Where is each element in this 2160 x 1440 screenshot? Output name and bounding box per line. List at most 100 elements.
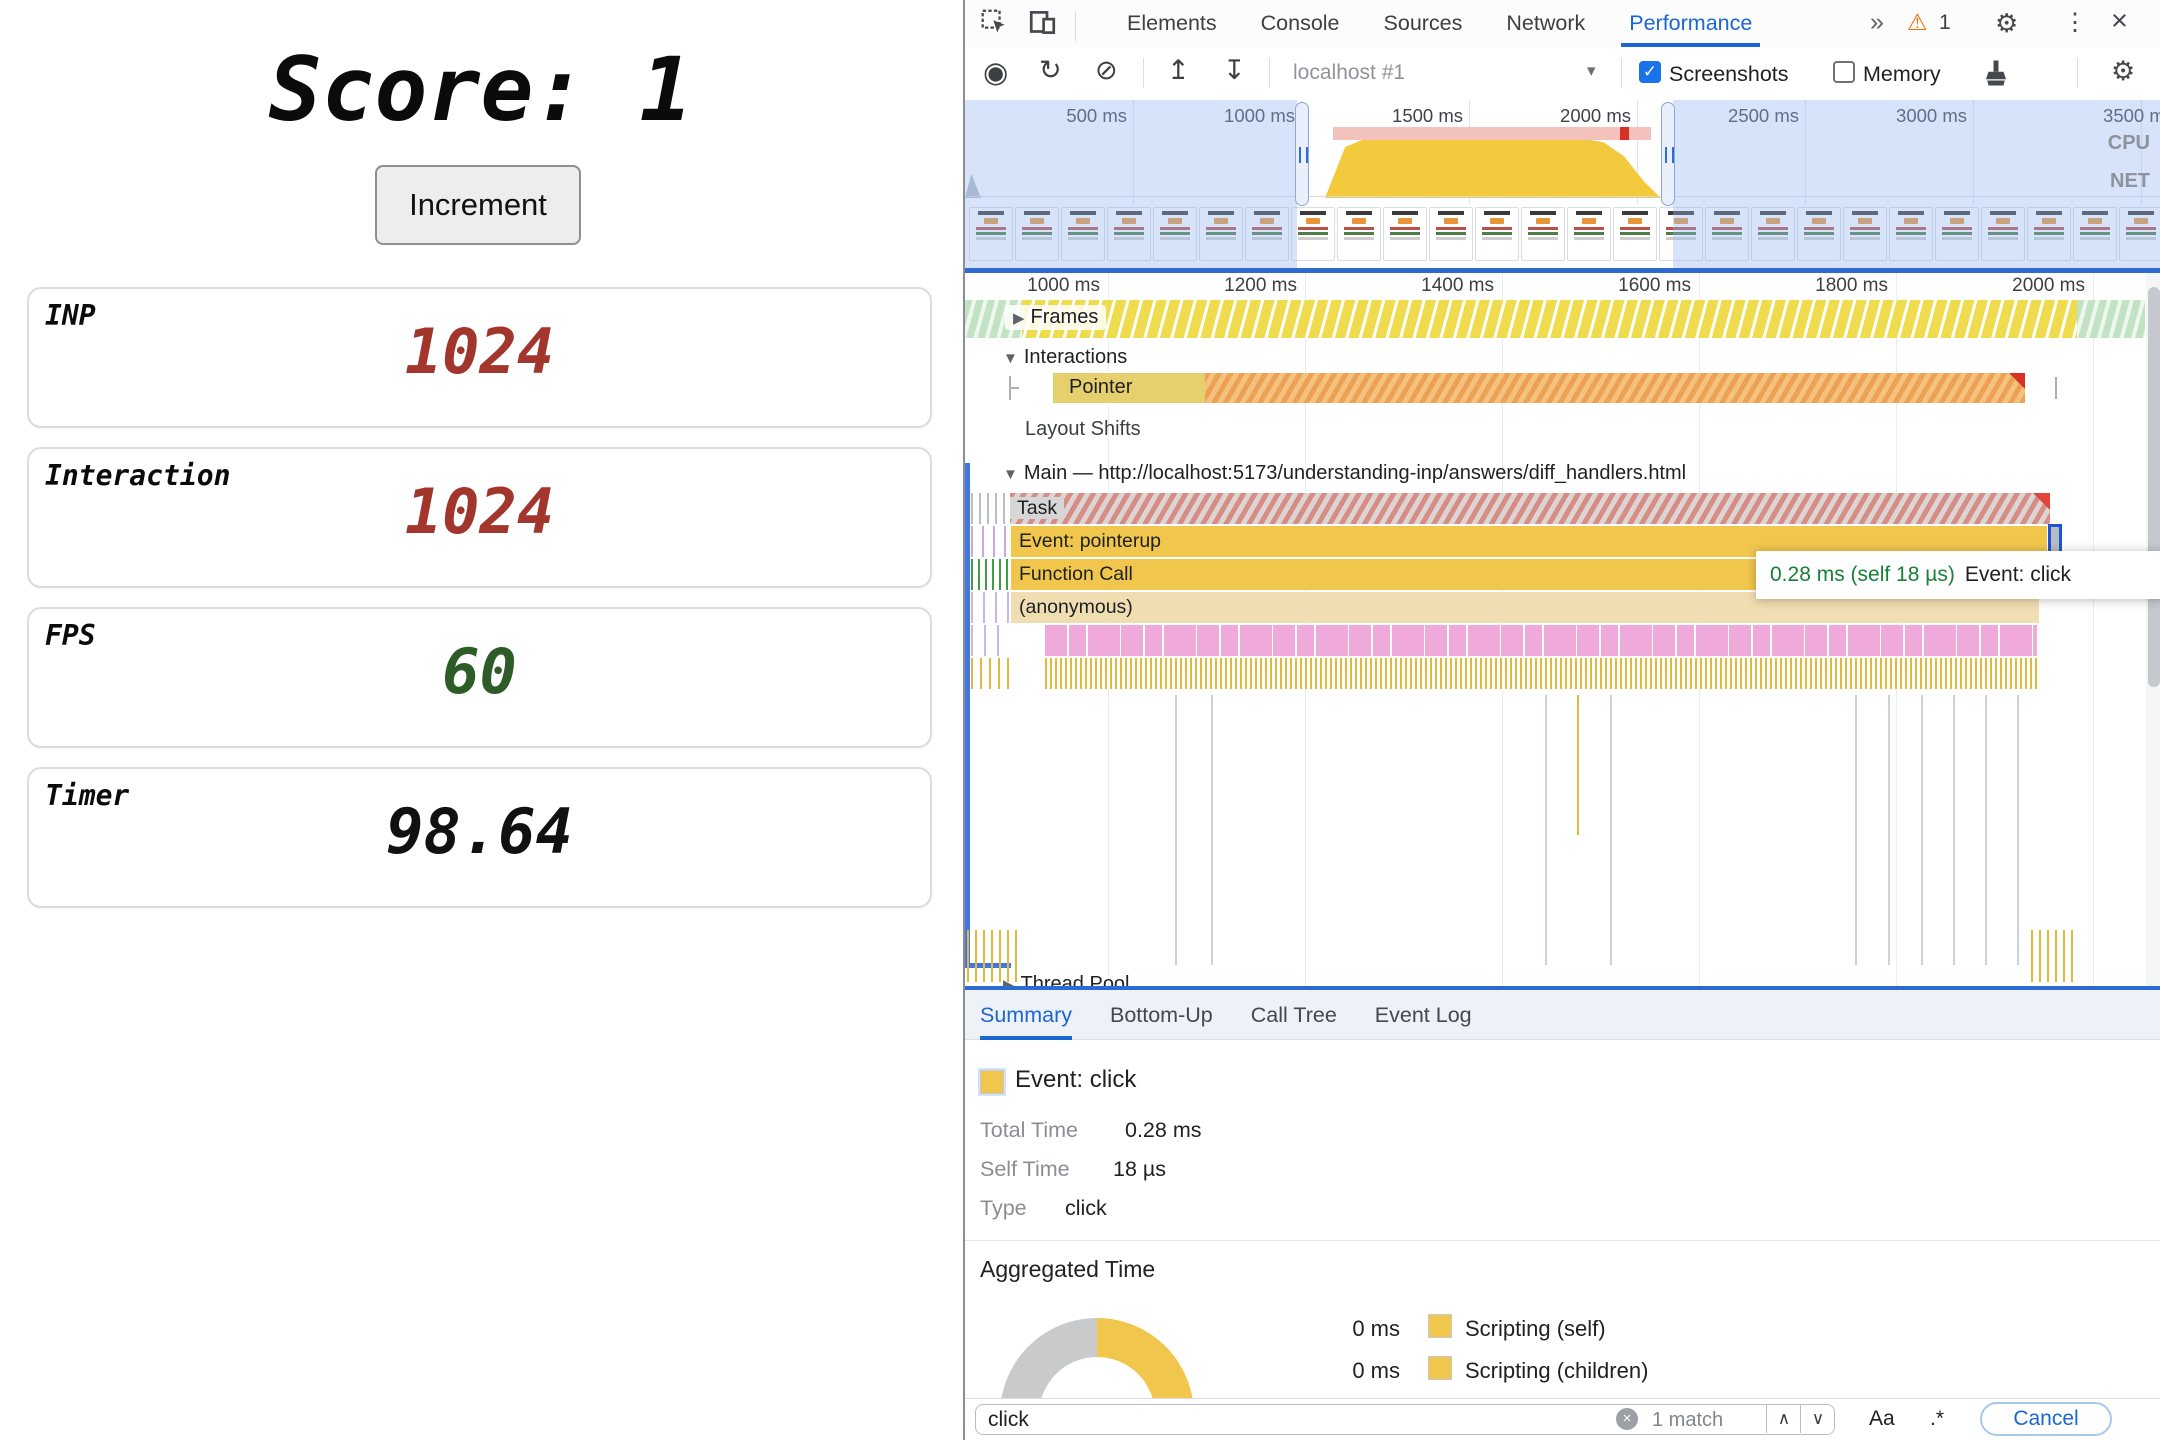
screenshot-thumbnail[interactable]	[1107, 207, 1151, 261]
increment-button[interactable]: Increment	[375, 165, 581, 245]
chevron-down-icon[interactable]: ▾	[1587, 61, 1596, 80]
inspect-icon[interactable]	[981, 9, 1008, 36]
garbage-collect-icon[interactable]	[1981, 57, 2011, 89]
cancel-button[interactable]: Cancel	[1980, 1402, 2112, 1436]
inp-value: 1024	[404, 315, 555, 388]
frames-band[interactable]	[1022, 300, 2077, 338]
overview-long-task-bar	[1333, 127, 1651, 140]
screenshot-thumbnail[interactable]	[1015, 207, 1059, 261]
timeline-overview[interactable]: 500 ms 1000 ms 1500 ms 2000 ms 2500 ms 3000 m…	[965, 100, 2160, 273]
screenshot-thumbnail[interactable]	[1153, 207, 1197, 261]
panel-splitter[interactable]	[965, 986, 2160, 991]
frames-track-label[interactable]: ▶ Frames	[1005, 305, 1107, 330]
screenshot-thumbnail[interactable]	[1429, 207, 1473, 261]
overview-tick-label: 1500 ms	[1392, 105, 1463, 126]
fps-card: FPS 60	[27, 607, 932, 748]
screenshot-thumbnail[interactable]	[1521, 207, 1565, 261]
tab-elements[interactable]: Elements	[1127, 11, 1217, 35]
previous-match-icon[interactable]: ∧	[1766, 1405, 1801, 1433]
screenshot-thumbnail[interactable]	[1889, 207, 1933, 261]
screenshot-thumbnail[interactable]	[1475, 207, 1519, 261]
screenshot-thumbnail[interactable]	[1935, 207, 1979, 261]
window-right-handle[interactable]	[1661, 102, 1675, 206]
main-track-label[interactable]: ▼ Main — http://localhost:5173/understand…	[1003, 462, 1687, 484]
screenshot-thumbnail[interactable]	[1797, 207, 1841, 261]
screenshot-thumbnail[interactable]	[969, 207, 1013, 261]
overview-tick-label: 3000 ms	[1896, 105, 1967, 126]
tab-performance[interactable]: Performance	[1607, 0, 1774, 47]
task-bar[interactable]: Task	[1010, 493, 2050, 524]
devtools-panel: Elements Console Sources Network Perform…	[963, 0, 2160, 1440]
search-input[interactable]: click	[988, 1408, 1029, 1431]
more-tabs-icon[interactable]: »	[1870, 8, 1884, 36]
flame-chart[interactable]: 1000 ms 1200 ms 1400 ms 1600 ms 1800 ms 2000 …	[965, 273, 2160, 986]
download-profile-icon[interactable]: ↧	[1223, 55, 1246, 85]
collapsed-triangle-icon[interactable]: ▶	[1013, 310, 1025, 327]
warning-icon[interactable]: ⚠	[1907, 9, 1928, 35]
clear-search-icon[interactable]: ×	[1616, 1408, 1638, 1430]
device-toolbar-icon[interactable]	[1029, 9, 1056, 36]
screenshot-thumbnail[interactable]	[1843, 207, 1887, 261]
screenshot-thumbnail[interactable]	[1199, 207, 1243, 261]
interactions-track-label[interactable]: ▼ Interactions	[1003, 346, 1128, 368]
tab-event-log[interactable]: Event Log	[1374, 1002, 1472, 1027]
tab-network[interactable]: Network	[1506, 11, 1586, 35]
screenshot-thumbnail[interactable]	[1659, 207, 1703, 261]
screenshot-thumbnail[interactable]	[1245, 207, 1289, 261]
screenshot-thumbnail[interactable]	[1291, 207, 1335, 261]
memory-label[interactable]: Memory	[1863, 62, 1941, 86]
kebab-menu-icon[interactable]: ⋮	[2063, 9, 2087, 36]
screenshots-label[interactable]: Screenshots	[1669, 62, 1789, 86]
screenshot-thumbnail[interactable]	[2027, 207, 2071, 261]
history-select[interactable]: localhost #1	[1293, 61, 1406, 84]
close-devtools-icon[interactable]: ×	[2111, 5, 2128, 37]
pointer-interaction-whisker[interactable]	[1205, 373, 2025, 403]
panel-tabs: Elements Console Sources Network Perform…	[1105, 0, 1774, 47]
memory-checkbox[interactable]	[1833, 61, 1855, 83]
screenshot-thumbnail[interactable]	[1981, 207, 2025, 261]
overview-dim-right	[1673, 100, 2160, 268]
screenshot-thumbnail[interactable]	[1383, 207, 1427, 261]
regex-toggle[interactable]: .*	[1930, 1407, 1945, 1430]
micro-events-row[interactable]	[1045, 658, 2037, 689]
screenshot-thumbnail[interactable]	[1751, 207, 1795, 261]
tab-call-tree[interactable]: Call Tree	[1250, 1002, 1337, 1027]
screenshot-thumbnail[interactable]	[1613, 207, 1657, 261]
screenshots-checkbox[interactable]: ✓	[1639, 61, 1661, 83]
expanded-triangle-icon[interactable]: ▼	[1003, 466, 1018, 483]
type-label: Type	[980, 1196, 1027, 1220]
screenshot-thumbnail[interactable]	[1061, 207, 1105, 261]
tab-bottom-up[interactable]: Bottom-Up	[1109, 1002, 1213, 1027]
capture-settings-gear-icon[interactable]: ⚙	[2111, 56, 2136, 86]
tab-summary[interactable]: Summary	[980, 990, 1096, 1040]
expanded-triangle-icon[interactable]: ▼	[1003, 350, 1018, 367]
layout-shifts-track-label[interactable]: Layout Shifts	[1025, 418, 1141, 440]
upload-profile-icon[interactable]: ↥	[1167, 55, 1190, 85]
legend-label: Scripting (self)	[1465, 1316, 1606, 1341]
next-match-icon[interactable]: ∨	[1800, 1405, 1835, 1433]
rendering-activity-row[interactable]	[1045, 625, 2037, 656]
tooltip-label: Event: click	[1964, 563, 2072, 586]
timer-card: Timer 98.64	[27, 767, 932, 908]
tab-console[interactable]: Console	[1260, 11, 1340, 35]
screenshot-thumbnail[interactable]	[2073, 207, 2117, 261]
cpu-lane-label: CPU	[2107, 132, 2150, 154]
tab-sources[interactable]: Sources	[1383, 11, 1463, 35]
screenshot-thumbnail[interactable]	[1337, 207, 1381, 261]
thread-pool-track-label[interactable]: ▶ Thread Pool	[1003, 973, 1130, 986]
settings-gear-icon[interactable]: ⚙	[1995, 8, 2019, 38]
window-left-handle[interactable]	[1295, 102, 1309, 206]
reload-and-record-icon[interactable]: ↻	[1039, 55, 1062, 85]
collapsed-triangle-icon[interactable]: ▶	[1003, 977, 1015, 986]
inp-card: INP 1024	[27, 287, 932, 428]
clear-recording-icon[interactable]: ⊘	[1095, 55, 1118, 85]
match-case-toggle[interactable]: Aa	[1869, 1407, 1895, 1430]
pointer-interaction-bar[interactable]	[1053, 373, 1205, 403]
scrollbar-thumb[interactable]	[2148, 287, 2160, 687]
devtools-tabbar: Elements Console Sources Network Perform…	[965, 0, 2160, 48]
screenshot-thumbnail[interactable]	[2119, 207, 2160, 261]
screenshot-thumbnail[interactable]	[1567, 207, 1611, 261]
performance-toolbar: ◉ ↻ ⊘ ↥ ↧ localhost #1 ▾ ✓ Screenshots M…	[965, 47, 2160, 101]
screenshot-thumbnail[interactable]	[1705, 207, 1749, 261]
record-icon[interactable]: ◉	[983, 57, 1009, 89]
